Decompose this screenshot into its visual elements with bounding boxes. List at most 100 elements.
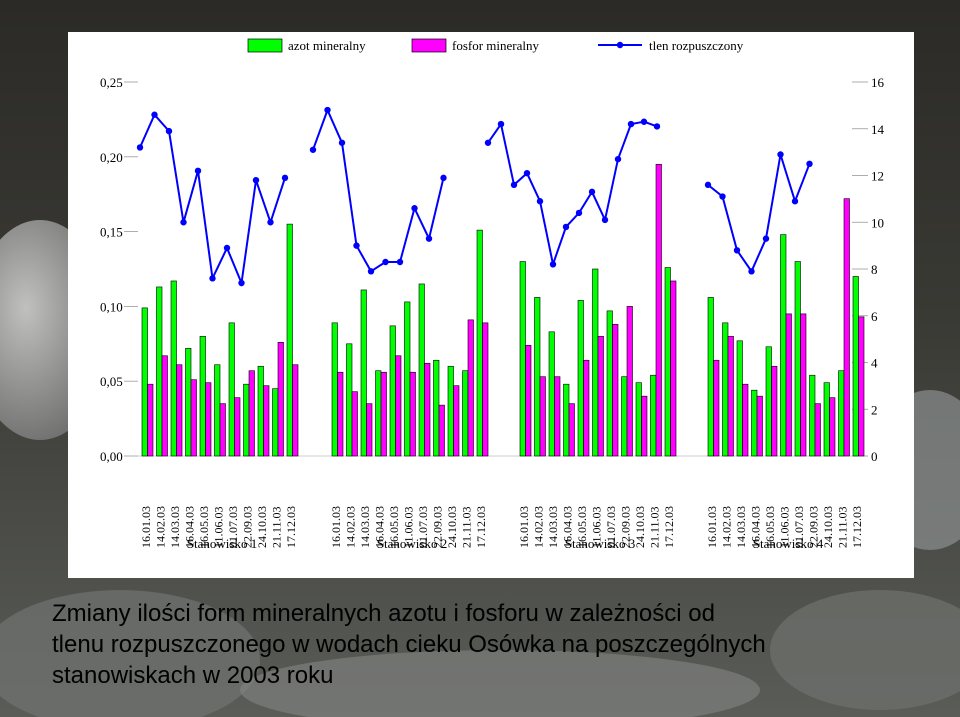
bar-azot: [170, 280, 177, 457]
x-tick-label: 16.05.03: [197, 506, 211, 548]
point-tlen: [653, 123, 661, 130]
bar-azot: [751, 389, 758, 457]
point-tlen: [601, 216, 609, 224]
point-tlen: [180, 219, 187, 226]
bar-azot: [462, 370, 469, 457]
point-tlen: [353, 242, 360, 249]
chart-panel: azot mineralny fosfor mineralny tlen rozpu…: [68, 32, 914, 578]
legend-label-tlen: tlen rozpuszczony: [649, 38, 744, 53]
x-tick-label: 16.01.03: [517, 506, 531, 548]
x-tick-label: 11.06.03: [402, 506, 416, 548]
caption-line-3: stanowiskach w 2003 roku: [52, 662, 334, 689]
bar-azot: [780, 234, 787, 457]
point-tlen: [562, 223, 570, 231]
line-tlen: [312, 107, 445, 273]
point-tlen: [704, 181, 712, 189]
group-label: Stanowisko 4: [753, 536, 824, 551]
bar-azot: [141, 307, 148, 457]
y-right-tick-label: 6: [871, 309, 878, 324]
x-tick-label: 22.09.03: [807, 506, 821, 548]
x-tick-label: 14.03.03: [546, 506, 560, 548]
point-tlen: [549, 261, 557, 268]
bar-fosfor: [219, 403, 226, 457]
bar-fosfor: [814, 403, 821, 457]
bar-azot: [823, 382, 830, 457]
point-tlen: [440, 174, 447, 182]
bar-fosfor: [337, 371, 344, 457]
bar-fosfor: [713, 359, 720, 457]
bar-azot: [228, 322, 235, 457]
bar-fosfor: [670, 280, 677, 457]
x-tick-label: 14.02.03: [720, 506, 734, 548]
point-tlen: [411, 205, 418, 212]
x-tick-label: 21.11.03: [836, 506, 850, 548]
bar-azot: [476, 229, 483, 457]
point-tlen: [338, 139, 346, 146]
point-tlen: [719, 193, 726, 200]
bar-azot: [664, 267, 671, 457]
group-label: Stanowisko 3: [565, 536, 635, 551]
bar-fosfor: [147, 383, 154, 457]
x-tick-label: 14.03.03: [358, 506, 372, 548]
bar-fosfor: [453, 385, 460, 457]
x-tick-label: 22.09.03: [241, 506, 255, 548]
x-tick-label: 17.12.03: [662, 506, 676, 548]
x-tick-label: 17.12.03: [284, 506, 298, 548]
point-tlen: [748, 268, 755, 275]
bar-azot: [650, 374, 657, 457]
bar-azot: [852, 276, 859, 457]
bar-azot: [360, 289, 367, 457]
x-tick-label: 24.10.03: [255, 506, 269, 548]
point-tlen: [575, 209, 583, 217]
bar-azot: [765, 346, 772, 457]
point-tlen: [324, 106, 331, 114]
bar-azot: [257, 365, 264, 457]
x-tick-label: 21.11.03: [270, 506, 284, 548]
y-right-tick-label: 14: [871, 122, 885, 137]
y-right-tick-label: 0: [871, 449, 878, 464]
bar-fosfor: [248, 370, 255, 457]
bar-azot: [389, 325, 396, 457]
x-tick-label: 16.01.03: [139, 506, 153, 548]
x-tick-label: 11.06.03: [778, 506, 792, 548]
x-tick-label: 01.07.03: [226, 506, 240, 548]
bar-azot: [722, 322, 729, 457]
bar-azot: [346, 343, 353, 457]
bar-fosfor: [727, 336, 734, 457]
bar-azot: [447, 365, 454, 457]
bar-azot: [243, 383, 250, 457]
bar-azot: [577, 300, 584, 457]
x-tick-label: 22.09.03: [431, 506, 445, 548]
x-tick-label: 16.01.03: [329, 506, 343, 548]
point-tlen: [536, 198, 544, 205]
x-tick-label: 14.03.03: [734, 506, 748, 548]
line-tlen: [139, 112, 286, 287]
bar-fosfor: [482, 322, 489, 457]
point-tlen: [281, 174, 289, 182]
bar-fosfor: [277, 342, 284, 457]
legend-label-fosfor: fosfor mineralny: [452, 38, 540, 53]
point-tlen: [425, 235, 433, 242]
bar-fosfor: [597, 336, 604, 457]
x-tick-label: 01.07.03: [416, 506, 430, 548]
legend-label-azot: azot mineralny: [288, 38, 366, 53]
x-tick-label: 24.10.03: [633, 506, 647, 548]
x-tick-label: 21.11.03: [460, 506, 474, 548]
bar-azot: [519, 261, 526, 457]
bar-azot: [606, 310, 613, 457]
bar-azot: [621, 376, 628, 457]
x-tick-label: 16.05.03: [763, 506, 777, 548]
bar-fosfor: [756, 395, 763, 457]
point-tlen: [165, 127, 173, 135]
bar-fosfor: [205, 382, 212, 457]
group-label: Stanowisko 2: [377, 536, 447, 551]
point-tlen: [640, 118, 648, 125]
bar-fosfor: [525, 344, 532, 457]
bar-azot: [286, 223, 293, 457]
bar-fosfor: [161, 355, 168, 457]
point-tlen: [588, 188, 596, 196]
bar-azot: [635, 382, 642, 457]
bar-fosfor: [800, 313, 807, 457]
point-tlen: [791, 198, 799, 205]
bar-fosfor: [190, 379, 197, 457]
